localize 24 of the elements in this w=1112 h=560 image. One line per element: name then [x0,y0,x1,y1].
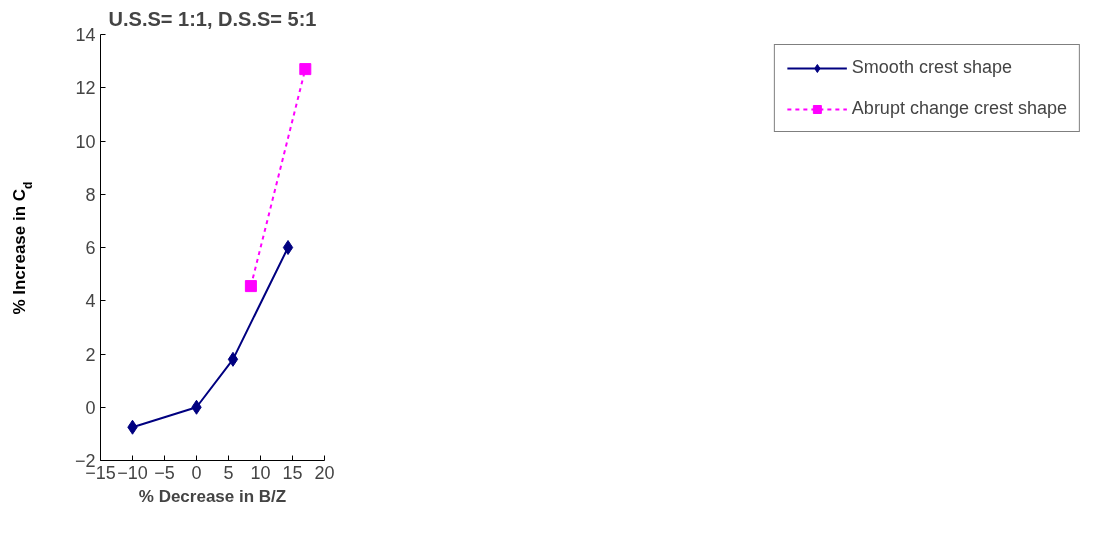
y-tick-label: 0 [85,397,96,418]
chart-title: U.S.S= 1:1, D.S.S= 5:1 [108,7,317,30]
y-tick-label: 6 [85,238,96,258]
y-tick-label: 2 [85,344,96,365]
point [227,351,239,367]
y-tick-label: 14 [75,25,96,45]
x-tick-label: 20 [314,462,335,483]
legend-label: Smooth crest shape [851,57,1012,78]
x-tick-label: 10 [250,462,271,483]
x-tick-label: 5 [223,462,234,483]
y-tick-label: 4 [85,291,96,312]
point [282,240,294,255]
x-tick-label: −10 [117,462,148,483]
x-tick-label: 0 [191,462,202,483]
y-tick-label: 12 [75,78,96,99]
legend-label: Abrupt change crest shape [851,98,1067,119]
y-tick-label: 10 [75,131,96,152]
y-axis-title: % Increase in Cd [9,181,35,315]
y-tick-label: 8 [85,184,96,205]
point [299,63,312,76]
x-axis-title: % Decrease in B/Z [138,486,287,506]
x-tick-label: −5 [154,462,175,483]
point [244,280,257,293]
x-tick-label: 15 [282,462,303,483]
